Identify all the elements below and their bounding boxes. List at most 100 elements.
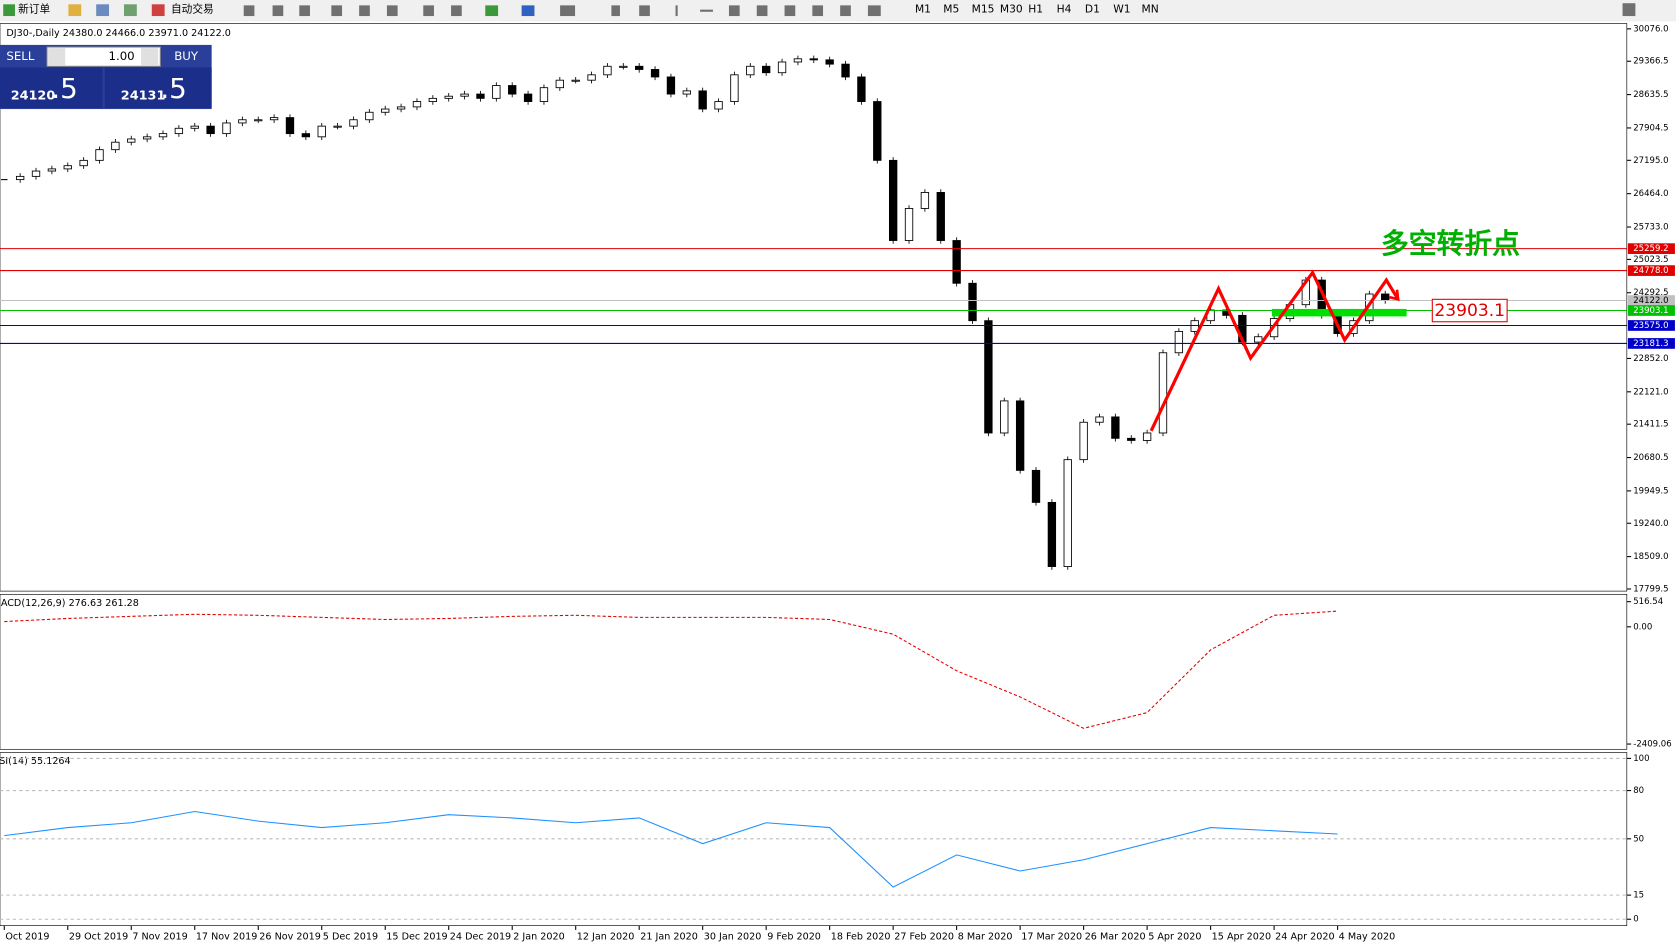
y-tick-label: 18509.0 <box>1633 552 1668 562</box>
y-tick-label: 80 <box>1633 786 1644 796</box>
y-tick-label: 100 <box>1633 754 1649 764</box>
timeframe-button[interactable]: H1 <box>1028 3 1043 16</box>
candle <box>349 119 358 127</box>
x-tick-label: 9 Feb 2020 <box>767 931 821 942</box>
candle <box>333 125 342 128</box>
candle <box>190 125 199 129</box>
timeframe-button[interactable]: H4 <box>1057 3 1072 16</box>
candle <box>698 90 707 110</box>
x-tick-label: 15 Dec 2019 <box>386 931 447 942</box>
timeframe-button[interactable]: W1 <box>1113 3 1130 16</box>
candle <box>1158 352 1168 434</box>
candle <box>762 65 771 74</box>
y-tick-label: 30076.0 <box>1633 24 1668 34</box>
candle <box>1063 459 1072 567</box>
x-tick-label: 18 Feb 2020 <box>831 931 891 942</box>
candle <box>1254 336 1263 343</box>
toolbar <box>0 0 1676 22</box>
ask-pips[interactable]: .5 <box>160 72 187 105</box>
candle <box>1142 432 1152 441</box>
candle <box>904 208 914 241</box>
candle <box>873 101 882 161</box>
timeframe-button[interactable]: D1 <box>1085 3 1100 16</box>
bid-pips[interactable]: .5 <box>51 72 78 105</box>
y-tick-label: 15 <box>1633 891 1644 901</box>
buy-button[interactable]: BUY <box>174 49 199 63</box>
timeframe-button[interactable]: M30 <box>1000 3 1023 16</box>
candle <box>492 85 501 99</box>
candle <box>412 101 422 108</box>
timeframe-button[interactable]: M15 <box>972 3 995 16</box>
timeframe-button[interactable]: MN <box>1142 3 1159 16</box>
candle <box>714 101 723 110</box>
x-tick-label: 8 Mar 2020 <box>958 931 1013 942</box>
chart-title: DJ30-,Daily 24380.0 24466.0 23971.0 2412… <box>6 28 230 39</box>
arrow-head <box>1389 289 1400 302</box>
candle <box>396 106 406 110</box>
x-tick-label: 27 Feb 2020 <box>894 931 954 942</box>
icon[interactable] <box>151 4 165 17</box>
level-label-box <box>1627 338 1675 349</box>
y-tick-label: 26464.0 <box>1633 189 1668 199</box>
y-tick-label: 516.54 <box>1633 597 1663 607</box>
annotation-title: 多空转折点 <box>1381 227 1520 260</box>
y-tick-label: 25733.0 <box>1633 223 1668 233</box>
candle <box>174 127 184 135</box>
candle <box>603 65 612 76</box>
bid-price[interactable]: 24120 <box>11 89 56 104</box>
trade-panel: SELL 1.00 BUY 24120 .5 24131 .5 <box>0 44 212 110</box>
x-tick-label: 24 Apr 2020 <box>1275 931 1334 942</box>
candle <box>79 159 88 167</box>
candle <box>15 175 25 181</box>
candle <box>317 125 326 138</box>
indicator-line <box>4 810 1338 888</box>
y-tick-label: 0 <box>1633 915 1638 925</box>
x-tick-label: 17 Mar 2020 <box>1021 931 1082 942</box>
x-tick-label: 12 Jan 2020 <box>577 931 635 942</box>
y-tick-label: 28635.5 <box>1633 90 1668 100</box>
candle <box>809 58 818 61</box>
ask-price[interactable]: 24131 <box>121 89 166 104</box>
timeframe-button[interactable]: M5 <box>943 3 959 16</box>
level-label-box <box>1627 295 1675 306</box>
candle <box>95 149 104 161</box>
candle <box>682 90 691 95</box>
candle <box>476 93 485 99</box>
candle <box>1174 330 1184 354</box>
indicator-line <box>4 610 1338 729</box>
candle <box>158 133 168 138</box>
highlight-bar <box>1271 308 1407 317</box>
annotation-box <box>1431 298 1508 323</box>
y-tick-label: 19240.0 <box>1633 519 1668 529</box>
candle <box>460 93 469 97</box>
level-label-box <box>1627 305 1675 316</box>
y-tick-label: 0.00 <box>1633 622 1652 632</box>
x-tick-label: 30 Jan 2020 <box>704 931 762 942</box>
icon[interactable] <box>68 4 82 17</box>
candle <box>650 69 660 78</box>
candle <box>777 61 787 74</box>
icon[interactable] <box>96 4 110 17</box>
y-tick-label: 22852.0 <box>1633 354 1668 364</box>
level-label: 23903.1 <box>1633 306 1668 316</box>
auto-trading[interactable]: 自动交易 <box>171 3 214 16</box>
lot-input[interactable]: 1.00 <box>109 49 135 63</box>
candle <box>1079 421 1088 461</box>
candle <box>968 282 977 322</box>
timeframe-button[interactable]: M1 <box>915 3 931 16</box>
candle <box>365 111 374 121</box>
candle <box>936 192 945 241</box>
candle <box>635 65 644 70</box>
candle <box>666 76 676 95</box>
icon[interactable] <box>3 4 15 17</box>
sell-button[interactable]: SELL <box>6 49 34 63</box>
candle <box>238 119 247 124</box>
x-tick-label: 24 Dec 2019 <box>450 931 511 942</box>
candle <box>523 93 533 102</box>
new-order[interactable]: 新订单 <box>18 3 50 16</box>
candle <box>984 320 993 434</box>
level-label: 24778.0 <box>1633 266 1668 276</box>
icon[interactable] <box>123 4 137 17</box>
